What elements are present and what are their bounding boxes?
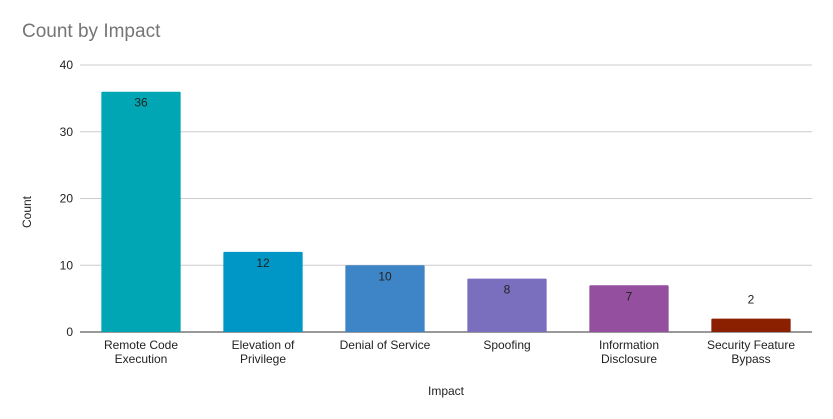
x-tick-label: Remote Code Execution [104,338,178,366]
labels: 0 10 20 30 40 36 Remote Code Execution 12 Elevati… [60,58,796,366]
y-tick-label: 30 [60,125,74,139]
bar [101,91,181,332]
x-tick-label: Elevation of Privilege [232,338,295,366]
x-tick-label: Security Feature Bypass [707,338,795,366]
x-tick-label: Denial of Service [340,338,431,352]
y-tick-label: 10 [60,258,74,272]
bar [223,251,303,332]
x-tick-label: Spoofing [483,338,530,352]
x-axis-title: Impact [428,384,465,398]
chart-title: Count by Impact [22,21,161,42]
x-tick-label: Information Disclosure [599,338,659,366]
bar [589,285,669,332]
data-label: 10 [378,269,392,283]
y-tick-label: 20 [60,192,74,206]
bar [467,278,547,332]
y-tick-label: 40 [60,58,74,72]
data-label: 2 [748,293,755,307]
bar [345,265,425,332]
data-label: 36 [134,96,148,110]
bar [711,318,791,332]
y-axis-title: Count [20,195,34,228]
y-tick-label: 0 [66,325,73,339]
data-label: 8 [504,283,511,297]
data-label: 7 [626,289,633,303]
gridlines [80,64,812,333]
data-label: 12 [256,256,270,270]
bars [101,91,791,332]
